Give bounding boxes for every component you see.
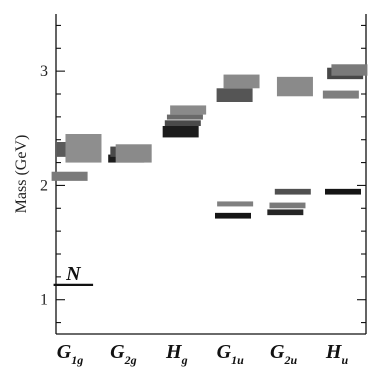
- y-tick-label: 2: [40, 177, 48, 194]
- mass-band: [276, 76, 313, 97]
- mass-band: [65, 134, 102, 163]
- nucleon-reference: N: [53, 263, 94, 286]
- mass-band: [267, 209, 304, 216]
- mass-band: [217, 201, 254, 207]
- category-label: G2u: [270, 341, 297, 367]
- mass-band: [331, 64, 368, 76]
- mass-band: [162, 126, 199, 138]
- mass-bands: [51, 64, 368, 219]
- mass-band: [322, 90, 359, 99]
- plot-frame: [55, 14, 367, 335]
- mass-band: [269, 202, 306, 209]
- mass-band: [274, 188, 311, 195]
- category-label: Hg: [165, 341, 188, 367]
- y-tick-label: 3: [40, 63, 48, 80]
- mass-band: [115, 144, 152, 163]
- mass-band: [166, 114, 203, 120]
- mass-band: [216, 88, 253, 102]
- mass-band: [170, 105, 207, 115]
- mass-band: [51, 171, 88, 181]
- mass-band: [223, 74, 260, 89]
- y-ticks: 1 2 3: [40, 24, 366, 324]
- mass-band: [325, 188, 361, 195]
- mass-band: [214, 212, 251, 219]
- nucleon-label: N: [65, 263, 82, 285]
- y-tick-label: 1: [40, 292, 48, 309]
- mass-band: [164, 120, 201, 126]
- category-labels: G1g G2g Hg G1u G2u Hu: [57, 341, 349, 367]
- category-label: G1g: [57, 341, 83, 367]
- category-label: G1u: [217, 341, 244, 367]
- category-label: G2g: [110, 341, 136, 367]
- y-axis-title: Mass (GeV): [13, 135, 30, 214]
- category-label: Hu: [325, 341, 349, 367]
